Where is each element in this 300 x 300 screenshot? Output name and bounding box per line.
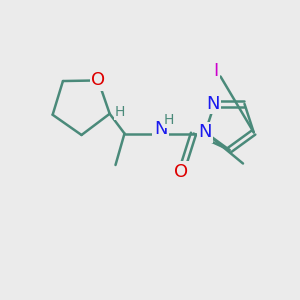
Text: O: O (174, 163, 189, 181)
Text: N: N (199, 123, 212, 141)
Text: N: N (154, 120, 167, 138)
Text: I: I (213, 61, 219, 80)
Text: H: H (164, 113, 174, 127)
Text: O: O (91, 71, 105, 89)
Text: H: H (115, 105, 125, 119)
Text: N: N (206, 95, 220, 113)
